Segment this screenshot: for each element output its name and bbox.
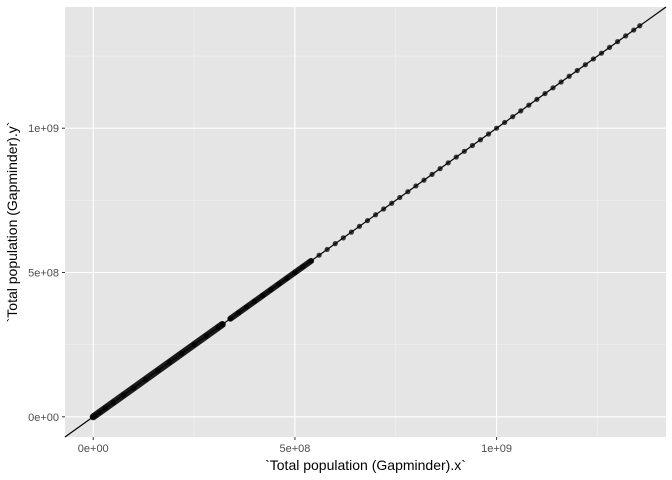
x-axis-ticks: 0e+00 5e+08 1e+09 [78,437,512,455]
x-axis-title: `Total population (Gapminder).x` [265,457,466,473]
y-tick-label: 0e+00 [28,412,59,424]
x-tick-label: 0e+00 [78,443,109,455]
y-axis-title: `Total population (Gapminder).y` [4,122,20,323]
x-tick-label: 1e+09 [481,443,512,455]
y-tick-label: 5e+08 [28,268,59,280]
major-gridlines [65,7,666,437]
x-tick-label: 5e+08 [279,443,310,455]
y-tick-label: 1e+09 [28,123,59,135]
identity-reference-line [64,6,667,438]
minor-gridlines [65,7,666,437]
y-axis-ticks: 0e+00 5e+08 1e+09 [28,123,65,424]
